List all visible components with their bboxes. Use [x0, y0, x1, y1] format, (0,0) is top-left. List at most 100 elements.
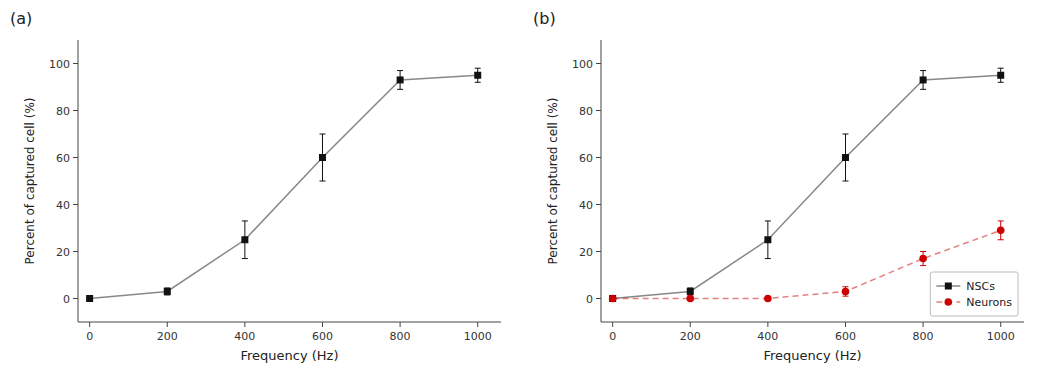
- x-tick-label: 800: [913, 330, 934, 343]
- x-tick: [612, 322, 613, 327]
- y-tick: [73, 110, 78, 111]
- error-bar: [687, 288, 693, 295]
- legend-label: Neurons: [966, 296, 1012, 309]
- error-bar-cap: [319, 181, 325, 182]
- data-point: [319, 154, 326, 161]
- x-tick: [767, 322, 768, 327]
- x-tick-label: 200: [157, 330, 178, 343]
- error-bar: [842, 134, 848, 181]
- data-point: [764, 236, 771, 243]
- y-tick-label: 80: [579, 105, 593, 118]
- data-point: [687, 288, 694, 295]
- x-tick-label: 1000: [987, 330, 1015, 343]
- error-bar-cap: [242, 220, 248, 221]
- x-axis-line: [78, 322, 501, 323]
- error-bar-cap: [920, 265, 926, 266]
- error-bar: [397, 71, 403, 90]
- legend-marker: [945, 283, 952, 290]
- error-bar-cap: [397, 89, 403, 90]
- data-point: [919, 255, 927, 263]
- error-bar-cap: [998, 220, 1004, 221]
- data-point: [842, 288, 850, 296]
- y-tick-label: 0: [586, 293, 593, 306]
- error-bar-cap: [920, 70, 926, 71]
- x-axis-label: Frequency (Hz): [240, 348, 338, 363]
- y-tick-label: 20: [579, 246, 593, 259]
- error-bar: [319, 134, 325, 181]
- data-point: [164, 288, 171, 295]
- error-bar: [998, 221, 1004, 240]
- y-tick: [73, 298, 78, 299]
- x-tick: [477, 322, 478, 327]
- error-bar-cap: [842, 286, 848, 287]
- error-bar: [164, 288, 170, 295]
- error-bar: [475, 68, 481, 82]
- data-point: [764, 295, 772, 303]
- x-tick: [400, 322, 401, 327]
- x-tick-label: 600: [312, 330, 333, 343]
- panel: (b)02004006008001000020406080100Frequenc…: [533, 9, 1024, 363]
- legend-label: NSCs: [966, 280, 995, 293]
- legend: NSCs Neurons: [930, 272, 1018, 316]
- error-bar-cap: [765, 220, 771, 221]
- data-point: [397, 76, 404, 83]
- plot-area: [609, 68, 1005, 302]
- y-tick: [73, 204, 78, 205]
- x-tick-label: 400: [234, 330, 255, 343]
- x-tick: [89, 322, 90, 327]
- data-point: [609, 295, 616, 302]
- y-tick-label: 100: [572, 58, 593, 71]
- y-tick-label: 0: [63, 293, 70, 306]
- panel: (a)02004006008001000020406080100Frequenc…: [10, 9, 501, 363]
- data-point: [997, 227, 1005, 235]
- x-tick-label: 600: [835, 330, 856, 343]
- error-bar-cap: [397, 70, 403, 71]
- error-bar: [242, 221, 248, 259]
- x-tick: [244, 322, 245, 327]
- x-tick: [923, 322, 924, 327]
- error-bar-cap: [920, 251, 926, 252]
- error-bar-cap: [920, 89, 926, 90]
- y-axis-label: Percent of captured cell (%): [546, 98, 560, 265]
- x-tick-label: 400: [757, 330, 778, 343]
- y-axis-line: [78, 40, 79, 322]
- y-tick: [596, 110, 601, 111]
- data-point: [609, 295, 617, 303]
- x-tick-label: 0: [86, 330, 93, 343]
- x-tick: [1000, 322, 1001, 327]
- error-bar: [998, 68, 1004, 82]
- error-bar-cap: [842, 181, 848, 182]
- data-point: [842, 154, 849, 161]
- error-bar-cap: [998, 82, 1004, 83]
- series-line: [613, 75, 1001, 298]
- error-bar-cap: [765, 258, 771, 259]
- x-tick: [167, 322, 168, 327]
- x-tick-label: 1000: [464, 330, 492, 343]
- error-bar-cap: [242, 258, 248, 259]
- x-tick: [845, 322, 846, 327]
- plot-area: [86, 68, 481, 302]
- error-bar-cap: [842, 134, 848, 135]
- y-tick: [73, 63, 78, 64]
- y-tick: [73, 157, 78, 158]
- error-bar-cap: [998, 68, 1004, 69]
- y-tick-label: 20: [56, 246, 70, 259]
- figure: (a)02004006008001000020406080100Frequenc…: [0, 0, 1046, 374]
- x-axis-line: [601, 322, 1024, 323]
- y-tick-label: 40: [579, 199, 593, 212]
- x-tick-label: 800: [390, 330, 411, 343]
- error-bar-cap: [475, 82, 481, 83]
- y-tick: [596, 63, 601, 64]
- x-tick: [322, 322, 323, 327]
- error-bar: [842, 287, 848, 296]
- error-bar: [765, 221, 771, 259]
- y-tick: [73, 251, 78, 252]
- y-tick-label: 60: [56, 152, 70, 165]
- series-line: [90, 75, 478, 298]
- x-axis-label: Frequency (Hz): [763, 348, 861, 363]
- data-point: [686, 295, 694, 303]
- x-tick-label: 200: [680, 330, 701, 343]
- x-tick: [690, 322, 691, 327]
- panel-label: (b): [533, 9, 556, 28]
- data-point: [997, 72, 1004, 79]
